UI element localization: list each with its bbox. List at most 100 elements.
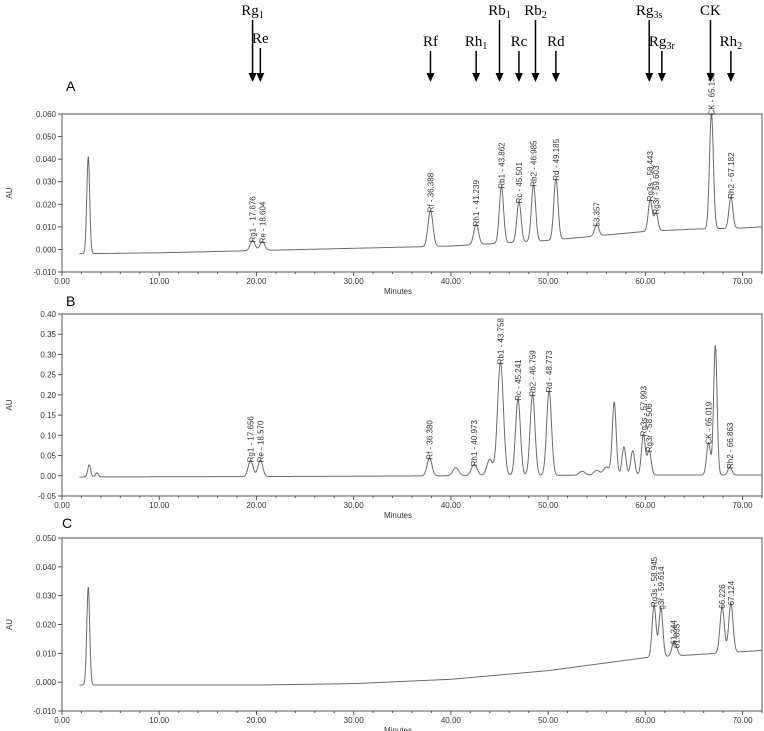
peak-label: Rg3s - 58.945 bbox=[650, 556, 659, 607]
x-tick-label: 50.00 bbox=[538, 716, 559, 725]
peak-label: Rh1 - 41.239 bbox=[472, 180, 481, 227]
peak-label: Rb1 - 43.758 bbox=[497, 318, 506, 365]
peak-label: Rd - 49.185 bbox=[552, 138, 561, 180]
x-tick-label: 40.00 bbox=[441, 277, 462, 286]
marker-arrowhead bbox=[657, 73, 666, 82]
peak-label: Rg3r - 58.506 bbox=[645, 403, 654, 452]
y-tick-label: 0.030 bbox=[36, 592, 57, 601]
marker-arrowhead bbox=[514, 73, 523, 82]
marker-label: Rh2 bbox=[720, 34, 743, 52]
marker-arrowhead bbox=[531, 73, 540, 82]
peak-label: 53.357 bbox=[593, 202, 602, 227]
panel-A: A -0.010 0.000 0.010 0.020 0.030 0.040 0.050 0.0… bbox=[5, 72, 763, 296]
peak-label: Rg1 - 17.676 bbox=[249, 196, 258, 243]
y-tick-label: -0.010 bbox=[33, 707, 56, 716]
peak-label: g3r - 59.614 bbox=[657, 566, 666, 610]
peak-label: Rg3s - 58.443 bbox=[646, 151, 655, 202]
x-axis-label: Minutes bbox=[384, 287, 412, 296]
chromatogram-trace bbox=[79, 586, 763, 686]
x-axis-label: Minutes bbox=[384, 726, 412, 731]
x-tick-label: 20.00 bbox=[246, 501, 267, 510]
chromatogram-trace bbox=[79, 112, 763, 255]
y-tick-label: 0.020 bbox=[36, 621, 57, 630]
y-tick-label: 0.020 bbox=[36, 200, 57, 209]
marker-arrowhead bbox=[426, 73, 435, 82]
peak-label: Re - 18.604 bbox=[258, 201, 267, 243]
peak-label: Re - 18.570 bbox=[256, 420, 265, 462]
y-tick-label: 0.40 bbox=[40, 310, 56, 319]
y-tick-label: 0.25 bbox=[40, 371, 56, 380]
marker-label: Rf bbox=[423, 34, 438, 50]
panel-letter: A bbox=[66, 78, 76, 94]
y-tick-label: 0.20 bbox=[40, 391, 56, 400]
x-tick-label: 20.00 bbox=[246, 277, 267, 286]
peak-label: Rb2 - 46.759 bbox=[529, 350, 538, 397]
y-tick-label: 0.050 bbox=[36, 534, 57, 543]
x-tick-label: 0.00 bbox=[54, 716, 70, 725]
y-tick-label: -0.010 bbox=[33, 268, 56, 277]
peak-label: 67.124 bbox=[727, 580, 736, 605]
panel-letter: B bbox=[66, 293, 75, 309]
chromatogram-trace bbox=[79, 344, 762, 478]
y-tick-label: 0.010 bbox=[36, 223, 57, 232]
x-tick-label: 60.00 bbox=[635, 716, 656, 725]
x-tick-label: 50.00 bbox=[538, 501, 559, 510]
marker-label: Rb2 bbox=[524, 3, 547, 21]
y-tick-label: 0.010 bbox=[36, 649, 57, 658]
peak-label: Rg3s - 57.993 bbox=[639, 386, 648, 437]
y-tick-label: 0.000 bbox=[36, 678, 57, 687]
panel-C: C -0.010 0.000 0.010 0.020 0.030 0.040 0.050 0.0… bbox=[5, 515, 763, 731]
y-axis-label: AU bbox=[5, 399, 14, 410]
peak-label: Rb2 - 46.985 bbox=[530, 140, 539, 187]
y-tick-label: 0.30 bbox=[40, 350, 56, 359]
peak-label: Rf - 36.380 bbox=[425, 420, 434, 460]
marker-label: Re bbox=[252, 31, 269, 47]
marker-arrowhead bbox=[551, 73, 560, 82]
peak-label: 61.244 bbox=[669, 620, 678, 645]
peak-label: Rc - 45.501 bbox=[515, 162, 524, 204]
x-tick-label: 60.00 bbox=[635, 277, 656, 286]
marker-arrowhead bbox=[645, 73, 654, 82]
marker-label: CK bbox=[700, 3, 721, 19]
peak-label: Rh1 - 40.973 bbox=[470, 420, 479, 467]
panel-B: B-0.050.000.050.100.150.200.250.300.350.… bbox=[5, 293, 763, 520]
peak-label: Rg3r - 59.603 bbox=[652, 165, 661, 214]
peak-label: CK - 65.019 bbox=[705, 401, 714, 444]
y-tick-label: 0.35 bbox=[40, 330, 56, 339]
marker-arrowhead bbox=[495, 73, 504, 82]
x-axis-label: Minutes bbox=[384, 511, 412, 520]
x-tick-label: 30.00 bbox=[344, 716, 365, 725]
x-tick-label: 30.00 bbox=[344, 277, 365, 286]
plot-frame bbox=[61, 313, 763, 497]
marker-arrowhead bbox=[256, 73, 265, 82]
panel-letter: C bbox=[62, 515, 72, 531]
y-tick-label: 0.000 bbox=[36, 245, 57, 254]
y-tick-label: 0.050 bbox=[36, 133, 57, 142]
y-tick-label: 0.060 bbox=[36, 110, 57, 119]
marker-label: Rh1 bbox=[465, 34, 488, 52]
peak-label: Rd - 48.773 bbox=[545, 350, 554, 392]
x-tick-label: 10.00 bbox=[149, 277, 170, 286]
peak-label: 66.226 bbox=[718, 584, 727, 609]
y-tick-label: -0.05 bbox=[38, 492, 57, 501]
x-tick-label: 30.00 bbox=[344, 501, 365, 510]
y-tick-label: 0.10 bbox=[40, 431, 56, 440]
y-tick-label: 0.040 bbox=[36, 155, 57, 164]
x-tick-label: 20.00 bbox=[246, 716, 267, 725]
x-tick-label: 40.00 bbox=[441, 501, 462, 510]
marker-label: Rd bbox=[547, 34, 565, 50]
x-tick-label: 10.00 bbox=[149, 716, 170, 725]
x-tick-label: 70.00 bbox=[733, 716, 754, 725]
x-tick-label: 50.00 bbox=[538, 277, 559, 286]
peak-label: Rh2 - 67.182 bbox=[727, 152, 736, 199]
marker-label: Rg3s bbox=[636, 3, 663, 21]
y-tick-label: 0.030 bbox=[36, 178, 57, 187]
marker-label: Rb1 bbox=[488, 3, 511, 21]
x-tick-label: 60.00 bbox=[635, 501, 656, 510]
x-tick-label: 10.00 bbox=[149, 501, 170, 510]
peak-label: 61.835 bbox=[672, 623, 681, 648]
marker-label: Rg1 bbox=[241, 3, 264, 21]
peak-label: Rb1 - 43.862 bbox=[497, 142, 506, 189]
